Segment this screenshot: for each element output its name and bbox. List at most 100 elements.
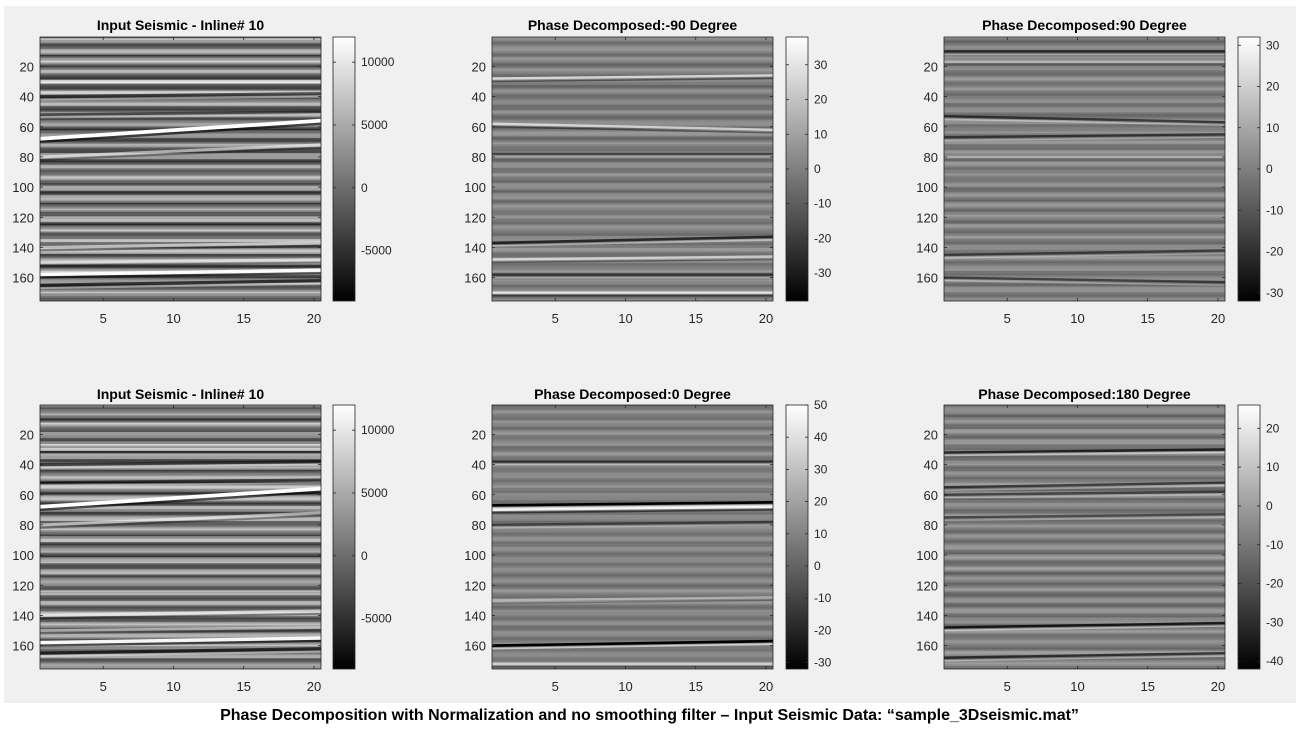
reflector-sidelobe bbox=[40, 113, 321, 119]
reflector-sidelobe bbox=[492, 643, 773, 650]
y-tick-label: 100 bbox=[916, 548, 938, 563]
colorbar-tick-label: 0 bbox=[361, 549, 368, 563]
y-tick-label: 120 bbox=[12, 210, 34, 225]
y-tick-label: 140 bbox=[464, 608, 486, 623]
y-tick-label: 160 bbox=[916, 639, 938, 654]
colorbar-tick-label: -10 bbox=[1266, 538, 1284, 552]
y-tick-label: 120 bbox=[12, 578, 34, 593]
colorbar-tick-label: -30 bbox=[814, 656, 832, 670]
y-tick-label: 20 bbox=[20, 59, 34, 74]
axes-box bbox=[39, 36, 322, 302]
reflector-sidelobe bbox=[492, 524, 773, 529]
colorbar-tick-label: -30 bbox=[1266, 615, 1284, 629]
reflector-sidelobe bbox=[492, 599, 773, 605]
x-tick-label: 15 bbox=[236, 311, 250, 326]
colorbar-tick-label: -5000 bbox=[361, 244, 392, 258]
x-tick-label: 5 bbox=[100, 679, 107, 694]
seismic-image bbox=[40, 37, 321, 301]
reflector-event bbox=[944, 651, 1225, 659]
y-tick-label: 160 bbox=[12, 639, 34, 654]
reflector-sidelobe bbox=[944, 494, 1225, 499]
reflector-event bbox=[492, 122, 773, 131]
reflector-event bbox=[40, 279, 321, 287]
colorbar bbox=[785, 404, 809, 670]
y-tick-label: 80 bbox=[924, 150, 938, 165]
axes-box bbox=[491, 404, 774, 670]
reflector-sidelobe bbox=[40, 244, 321, 252]
x-tick-label: 5 bbox=[552, 679, 559, 694]
reflector-event bbox=[944, 133, 1225, 139]
colorbar-tick-label: -40 bbox=[1266, 654, 1284, 668]
colorbar-tick-label: -30 bbox=[814, 266, 832, 280]
reflector-sidelobe bbox=[40, 146, 321, 161]
reflector-event bbox=[944, 448, 1225, 454]
x-tick-label: 10 bbox=[166, 311, 180, 326]
x-tick-label: 15 bbox=[1140, 679, 1154, 694]
subplot-5: Phase Decomposed:0 Degree 5 10 15 20 20 40 60 80… bbox=[464, 386, 831, 694]
y-tick-label: 40 bbox=[20, 458, 34, 473]
reflector-event bbox=[492, 255, 773, 261]
y-tick-label: 100 bbox=[916, 180, 938, 195]
y-tick-label: 140 bbox=[12, 240, 34, 255]
y-tick-label: 80 bbox=[472, 150, 486, 165]
y-tick-label: 160 bbox=[916, 271, 938, 286]
subplot-4: Input Seismic - Inline# 10 5 10 15 20 20 40 60 8… bbox=[12, 386, 394, 694]
colorbar-tick-label: -10 bbox=[1266, 203, 1284, 217]
reflector-sidelobe bbox=[492, 239, 773, 247]
y-tick-label: 40 bbox=[924, 90, 938, 105]
reflector-event bbox=[40, 486, 321, 509]
subplot-3: Phase Decomposed:90 Degree 5 10 15 20 20 40 60 8… bbox=[916, 17, 1283, 326]
colorbar-tick-label: 0 bbox=[814, 162, 821, 176]
subplot-title: Phase Decomposed:180 Degree bbox=[978, 386, 1191, 402]
colorbar-tick-label: -30 bbox=[1266, 286, 1284, 300]
subplot-title: Phase Decomposed:90 Degree bbox=[982, 17, 1187, 33]
colorbar-tick-label: -20 bbox=[1266, 577, 1284, 591]
colorbar bbox=[785, 36, 809, 302]
colorbar-tick-label: 10 bbox=[1266, 460, 1280, 474]
reflector-event bbox=[40, 143, 321, 159]
colorbar-tick-label: 10 bbox=[814, 127, 828, 141]
reflector-sidelobe bbox=[40, 481, 321, 487]
reflector-sidelobe bbox=[40, 282, 321, 290]
x-tick-label: 15 bbox=[1140, 311, 1154, 326]
subplot-title: Phase Decomposed:0 Degree bbox=[534, 386, 731, 402]
subplot-2: Phase Decomposed:-90 Degree 5 10 15 20 20 40 60… bbox=[464, 17, 831, 326]
colorbar-tick-label: -20 bbox=[814, 231, 832, 245]
reflector-sidelobe bbox=[492, 77, 773, 83]
reflector-sidelobe bbox=[944, 279, 1225, 286]
reflector-sidelobe bbox=[944, 118, 1225, 127]
reflector-event bbox=[40, 478, 321, 485]
reflector-sidelobe bbox=[40, 612, 321, 620]
axes-box bbox=[39, 404, 322, 670]
reflector-event bbox=[40, 110, 321, 117]
colorbar bbox=[1237, 404, 1261, 670]
y-tick-label: 80 bbox=[20, 150, 34, 165]
colorbar-tick-label: 30 bbox=[1266, 38, 1280, 52]
subplot-1: Input Seismic - Inline# 10 5 10 15 20 20 40 60 8… bbox=[12, 17, 394, 326]
reflector-event bbox=[492, 74, 773, 80]
y-tick-label: 40 bbox=[472, 90, 486, 105]
colorbar-tick-label: 20 bbox=[814, 495, 828, 509]
y-tick-label: 40 bbox=[924, 458, 938, 473]
reflector-sidelobe bbox=[944, 252, 1225, 259]
seismic-image bbox=[40, 405, 321, 669]
x-tick-label: 5 bbox=[100, 311, 107, 326]
reflector-event bbox=[944, 513, 1225, 519]
reflector-event bbox=[944, 276, 1225, 284]
reflector-sidelobe bbox=[40, 514, 321, 529]
y-tick-label: 20 bbox=[924, 427, 938, 442]
figure-caption: Phase Decomposition with Normalization a… bbox=[220, 707, 1079, 724]
colorbar-tick-label: 20 bbox=[1266, 421, 1280, 435]
reflector-event bbox=[40, 92, 321, 99]
reflector-event bbox=[492, 235, 773, 245]
colorbar bbox=[332, 404, 356, 670]
x-tick-label: 15 bbox=[688, 679, 702, 694]
colorbar-tick-label: 10 bbox=[1266, 121, 1280, 135]
y-tick-label: 20 bbox=[472, 427, 486, 442]
reflector-event bbox=[40, 258, 321, 264]
y-tick-label: 160 bbox=[464, 271, 486, 286]
reflector-event bbox=[40, 511, 321, 527]
colorbar-tick-label: 20 bbox=[1266, 80, 1280, 94]
colorbar-tick-label: 30 bbox=[814, 58, 828, 72]
reflector-sidelobe bbox=[944, 136, 1225, 142]
